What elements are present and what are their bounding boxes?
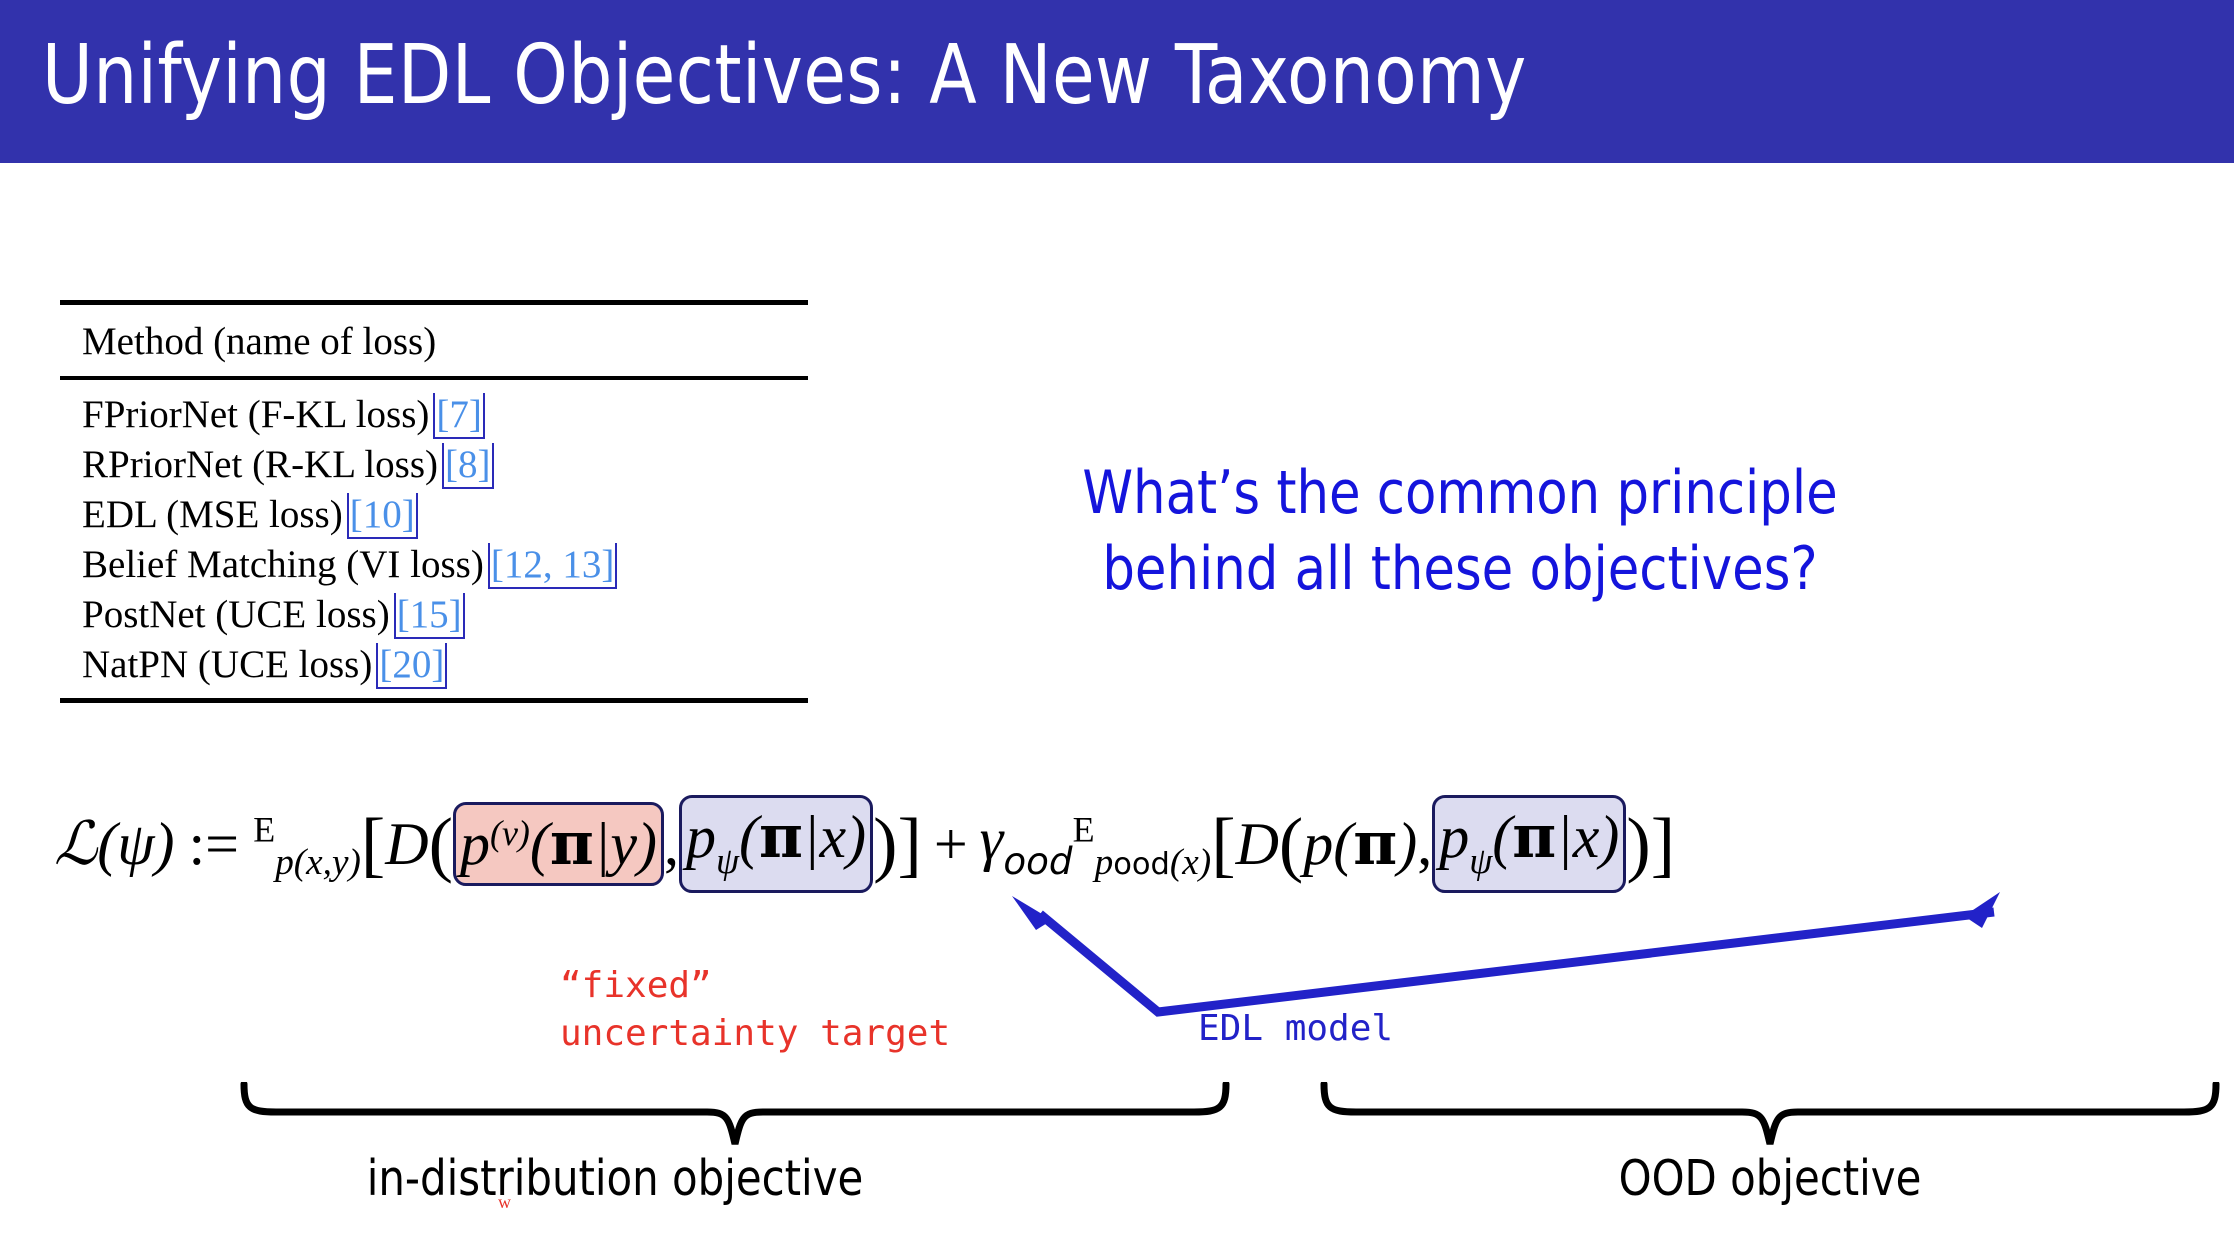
table-top-rule: [60, 300, 808, 305]
method-table: Method (name of loss) FPriorNet (F-KL lo…: [60, 300, 808, 703]
method-name: NatPN (UCE loss): [82, 643, 373, 686]
fixed-label-line-2: uncertainty target: [560, 1013, 951, 1054]
citation-link[interactable]: [20]: [376, 643, 448, 689]
slide-header-bar: [0, 0, 2234, 163]
table-bottom-rule: [60, 698, 808, 703]
citation-link[interactable]: [8]: [442, 443, 494, 489]
question-line-2: behind all these objectives?: [1102, 534, 1818, 604]
fixed-uncertainty-target-highlight: p(ν)(π|y): [452, 802, 664, 887]
loss-symbol: ℒ: [54, 811, 98, 878]
model-p: p: [685, 804, 716, 870]
edl-model-annotation: EDL model: [1198, 1008, 1394, 1049]
table-mid-rule: [60, 376, 808, 380]
method-name: RPriorNet (R-KL loss): [82, 443, 439, 486]
method-name: FPriorNet (F-KL loss): [82, 393, 430, 436]
table-row: PostNet (UCE loss) [15]: [82, 590, 808, 640]
model-subscript: ψ: [715, 840, 740, 882]
question-callout: What’s the common principle behind all t…: [1033, 455, 1888, 607]
expectation-ood-subscript: pood(x): [1094, 841, 1212, 883]
citation-link[interactable]: [15]: [393, 593, 465, 639]
citation-link[interactable]: [7]: [433, 393, 485, 439]
plus-operator: +: [933, 810, 968, 877]
target-p: p: [459, 811, 490, 878]
table-row: RPriorNet (R-KL loss) [8]: [82, 440, 808, 490]
model-argument-ood: (π|x): [1492, 802, 1620, 872]
assignment-operator: :=: [188, 810, 239, 877]
citation-link[interactable]: [12, 13]: [487, 543, 618, 589]
expectation-ood: ᴱpood(x): [1072, 805, 1212, 883]
model-argument: (π|x): [739, 802, 867, 872]
edl-model-highlight-ood: pψ(π|x): [1432, 795, 1627, 894]
table-row: FPriorNet (F-KL loss) [7]: [82, 390, 808, 440]
fixed-label-line-1: “fixed”: [560, 965, 712, 1006]
comma-1: ,: [663, 810, 679, 877]
page-title: Unifying EDL Objectives: A New Taxonomy: [42, 28, 1527, 123]
method-name: Belief Matching (VI loss): [82, 543, 484, 586]
comma-2: ,: [1417, 810, 1433, 877]
paren-close-ood: ): [1626, 803, 1651, 885]
bracket-close-ood: ]: [1650, 803, 1676, 885]
bracket-open-ood: [: [1211, 803, 1236, 885]
paren-open-ood: (: [1278, 803, 1304, 885]
divergence-symbol-ood: D: [1235, 810, 1279, 877]
spellcheck-underline-mark: w: [498, 1192, 511, 1212]
edl-model-highlight-indist: pψ(π|x): [678, 795, 874, 894]
paren-open: (: [428, 803, 453, 885]
gamma-subscript: ood: [1003, 839, 1073, 884]
divergence-symbol: D: [385, 810, 429, 877]
method-name: EDL (MSE loss): [82, 493, 343, 536]
question-line-1: What’s the common principle: [1082, 458, 1838, 528]
expectation-in-dist: ᴱp(x,y): [253, 804, 361, 884]
table-row: EDL (MSE loss) [10]: [82, 490, 808, 540]
method-name: PostNet (UCE loss): [82, 593, 390, 636]
target-superscript: (ν): [489, 813, 530, 854]
gamma-ood: γood: [979, 805, 1073, 884]
flat-prior: p(π): [1303, 809, 1418, 880]
edl-model-double-arrow: [1012, 892, 2000, 1017]
loss-equation: ℒ (ψ) := ᴱp(x,y) [ D ( p(ν)(π|y), pψ(π|x) …: [54, 795, 1676, 894]
table-row: NatPN (UCE loss) [20]: [82, 640, 808, 690]
in-distribution-objective-label: in-distribution objective: [366, 1150, 864, 1207]
bracket-close: ]: [897, 803, 922, 885]
fixed-uncertainty-target-annotation: “fixed” uncertainty target: [560, 962, 950, 1058]
ood-brace: [1320, 1082, 2220, 1145]
table-row: Belief Matching (VI loss) [12, 13]: [82, 540, 808, 590]
in-distribution-brace: [240, 1082, 1230, 1145]
expectation-symbol: ᴱ: [252, 805, 276, 872]
ood-objective-label: OOD objective: [1618, 1150, 1922, 1207]
model-p-ood: p: [1439, 804, 1470, 870]
table-column-header: Method (name of loss): [82, 320, 437, 363]
paren-close: ): [873, 803, 898, 885]
table-body: FPriorNet (F-KL loss) [7] RPriorNet (R-KL…: [60, 380, 808, 698]
target-argument: (π|y): [529, 809, 657, 880]
loss-argument: (ψ): [97, 810, 175, 877]
model-subscript-ood: ψ: [1469, 840, 1493, 882]
expectation-subscript: p(x,y): [275, 841, 361, 883]
citation-link[interactable]: [10]: [346, 493, 418, 539]
bracket-open: [: [360, 803, 386, 885]
